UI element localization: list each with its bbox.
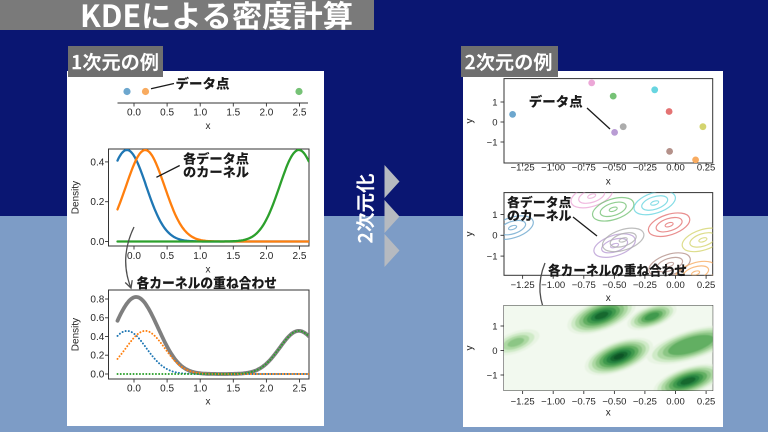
svg-text:−0.50: −0.50 [602,280,626,291]
svg-text:−1: −1 [487,137,498,148]
svg-text:0.5: 0.5 [160,384,174,395]
svg-text:0.2: 0.2 [90,351,104,362]
svg-text:−1.00: −1.00 [541,396,565,407]
svg-text:2.0: 2.0 [259,251,273,262]
svg-text:x: x [206,121,211,132]
svg-text:−1: −1 [487,370,498,381]
svg-text:−1.25: −1.25 [511,163,535,174]
svg-text:y: y [465,232,476,237]
svg-text:0.0: 0.0 [127,251,141,262]
svg-text:−1: −1 [487,252,498,263]
svg-text:0.2: 0.2 [90,197,104,208]
svg-text:Density: Density [71,318,82,351]
svg-text:1: 1 [492,97,497,108]
svg-text:1.0: 1.0 [193,384,207,395]
svg-text:0.6: 0.6 [90,313,104,324]
svg-text:1: 1 [492,321,497,332]
svg-text:1.5: 1.5 [226,251,240,262]
svg-text:0.0: 0.0 [90,369,104,380]
svg-text:−0.50: −0.50 [602,396,626,407]
svg-text:0.8: 0.8 [90,294,104,305]
svg-text:2.0: 2.0 [259,108,273,119]
svg-text:−1.00: −1.00 [541,163,565,174]
svg-text:y: y [465,119,476,124]
svg-text:x: x [606,293,611,304]
svg-text:x: x [206,265,211,276]
svg-text:−1.00: −1.00 [541,280,565,291]
svg-text:0.5: 0.5 [160,251,174,262]
svg-text:x: x [206,397,211,408]
svg-text:2.5: 2.5 [293,251,307,262]
svg-text:0.4: 0.4 [90,332,104,343]
svg-text:0.25: 0.25 [697,163,716,174]
svg-text:0: 0 [492,117,497,128]
svg-text:−0.50: −0.50 [602,163,626,174]
svg-text:−0.75: −0.75 [572,280,596,291]
svg-text:0.00: 0.00 [666,163,685,174]
svg-text:0.25: 0.25 [697,280,716,291]
svg-text:0.5: 0.5 [160,108,174,119]
svg-text:0: 0 [492,231,497,242]
svg-text:1: 1 [492,210,497,221]
svg-text:0.0: 0.0 [127,384,141,395]
svg-text:−0.75: −0.75 [572,396,596,407]
svg-text:2.0: 2.0 [259,384,273,395]
svg-text:0: 0 [492,346,497,357]
svg-text:x: x [606,177,611,188]
svg-text:−0.25: −0.25 [633,396,657,407]
svg-text:−1.25: −1.25 [511,396,535,407]
svg-text:0.0: 0.0 [90,237,104,248]
svg-text:0.25: 0.25 [697,396,716,407]
svg-text:−0.25: −0.25 [633,280,657,291]
svg-text:y: y [465,346,476,351]
svg-text:2.5: 2.5 [293,108,307,119]
svg-text:1.0: 1.0 [193,251,207,262]
svg-text:0.00: 0.00 [666,396,685,407]
svg-text:−0.75: −0.75 [572,163,596,174]
svg-text:0.0: 0.0 [127,108,141,119]
svg-text:2.5: 2.5 [293,384,307,395]
svg-text:−0.25: −0.25 [633,163,657,174]
svg-text:−1.25: −1.25 [511,280,535,291]
svg-text:0.4: 0.4 [90,157,104,168]
svg-text:1.0: 1.0 [193,108,207,119]
svg-text:1.5: 1.5 [226,108,240,119]
svg-text:0.00: 0.00 [666,280,685,291]
svg-text:x: x [606,408,611,419]
svg-text:Density: Density [71,181,82,214]
svg-text:1.5: 1.5 [226,384,240,395]
